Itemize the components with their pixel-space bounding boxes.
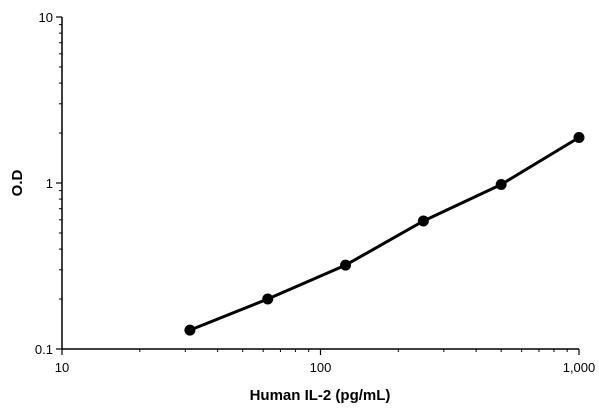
y-tick-label: 1 [46, 176, 53, 191]
data-point [262, 293, 274, 305]
x-tick-label: 100 [310, 360, 332, 375]
y-axis-title: O.D [9, 170, 26, 197]
x-axis-title: Human IL-2 (pg/mL) [250, 387, 391, 404]
data-point [340, 259, 352, 271]
y-tick-label: 10 [39, 10, 53, 25]
series-line [189, 136, 580, 332]
plot-area [184, 131, 585, 336]
x-tick-label: 1,000 [563, 360, 596, 375]
tick-labels: 0.1 1 10 10 100 1,000 [35, 10, 595, 375]
y-tick-label: 0.1 [35, 342, 53, 357]
x-tick-label: 10 [55, 360, 69, 375]
data-point [573, 131, 585, 143]
data-point [184, 324, 196, 336]
data-point [495, 178, 507, 190]
data-point [417, 215, 429, 227]
ticks [56, 16, 580, 355]
